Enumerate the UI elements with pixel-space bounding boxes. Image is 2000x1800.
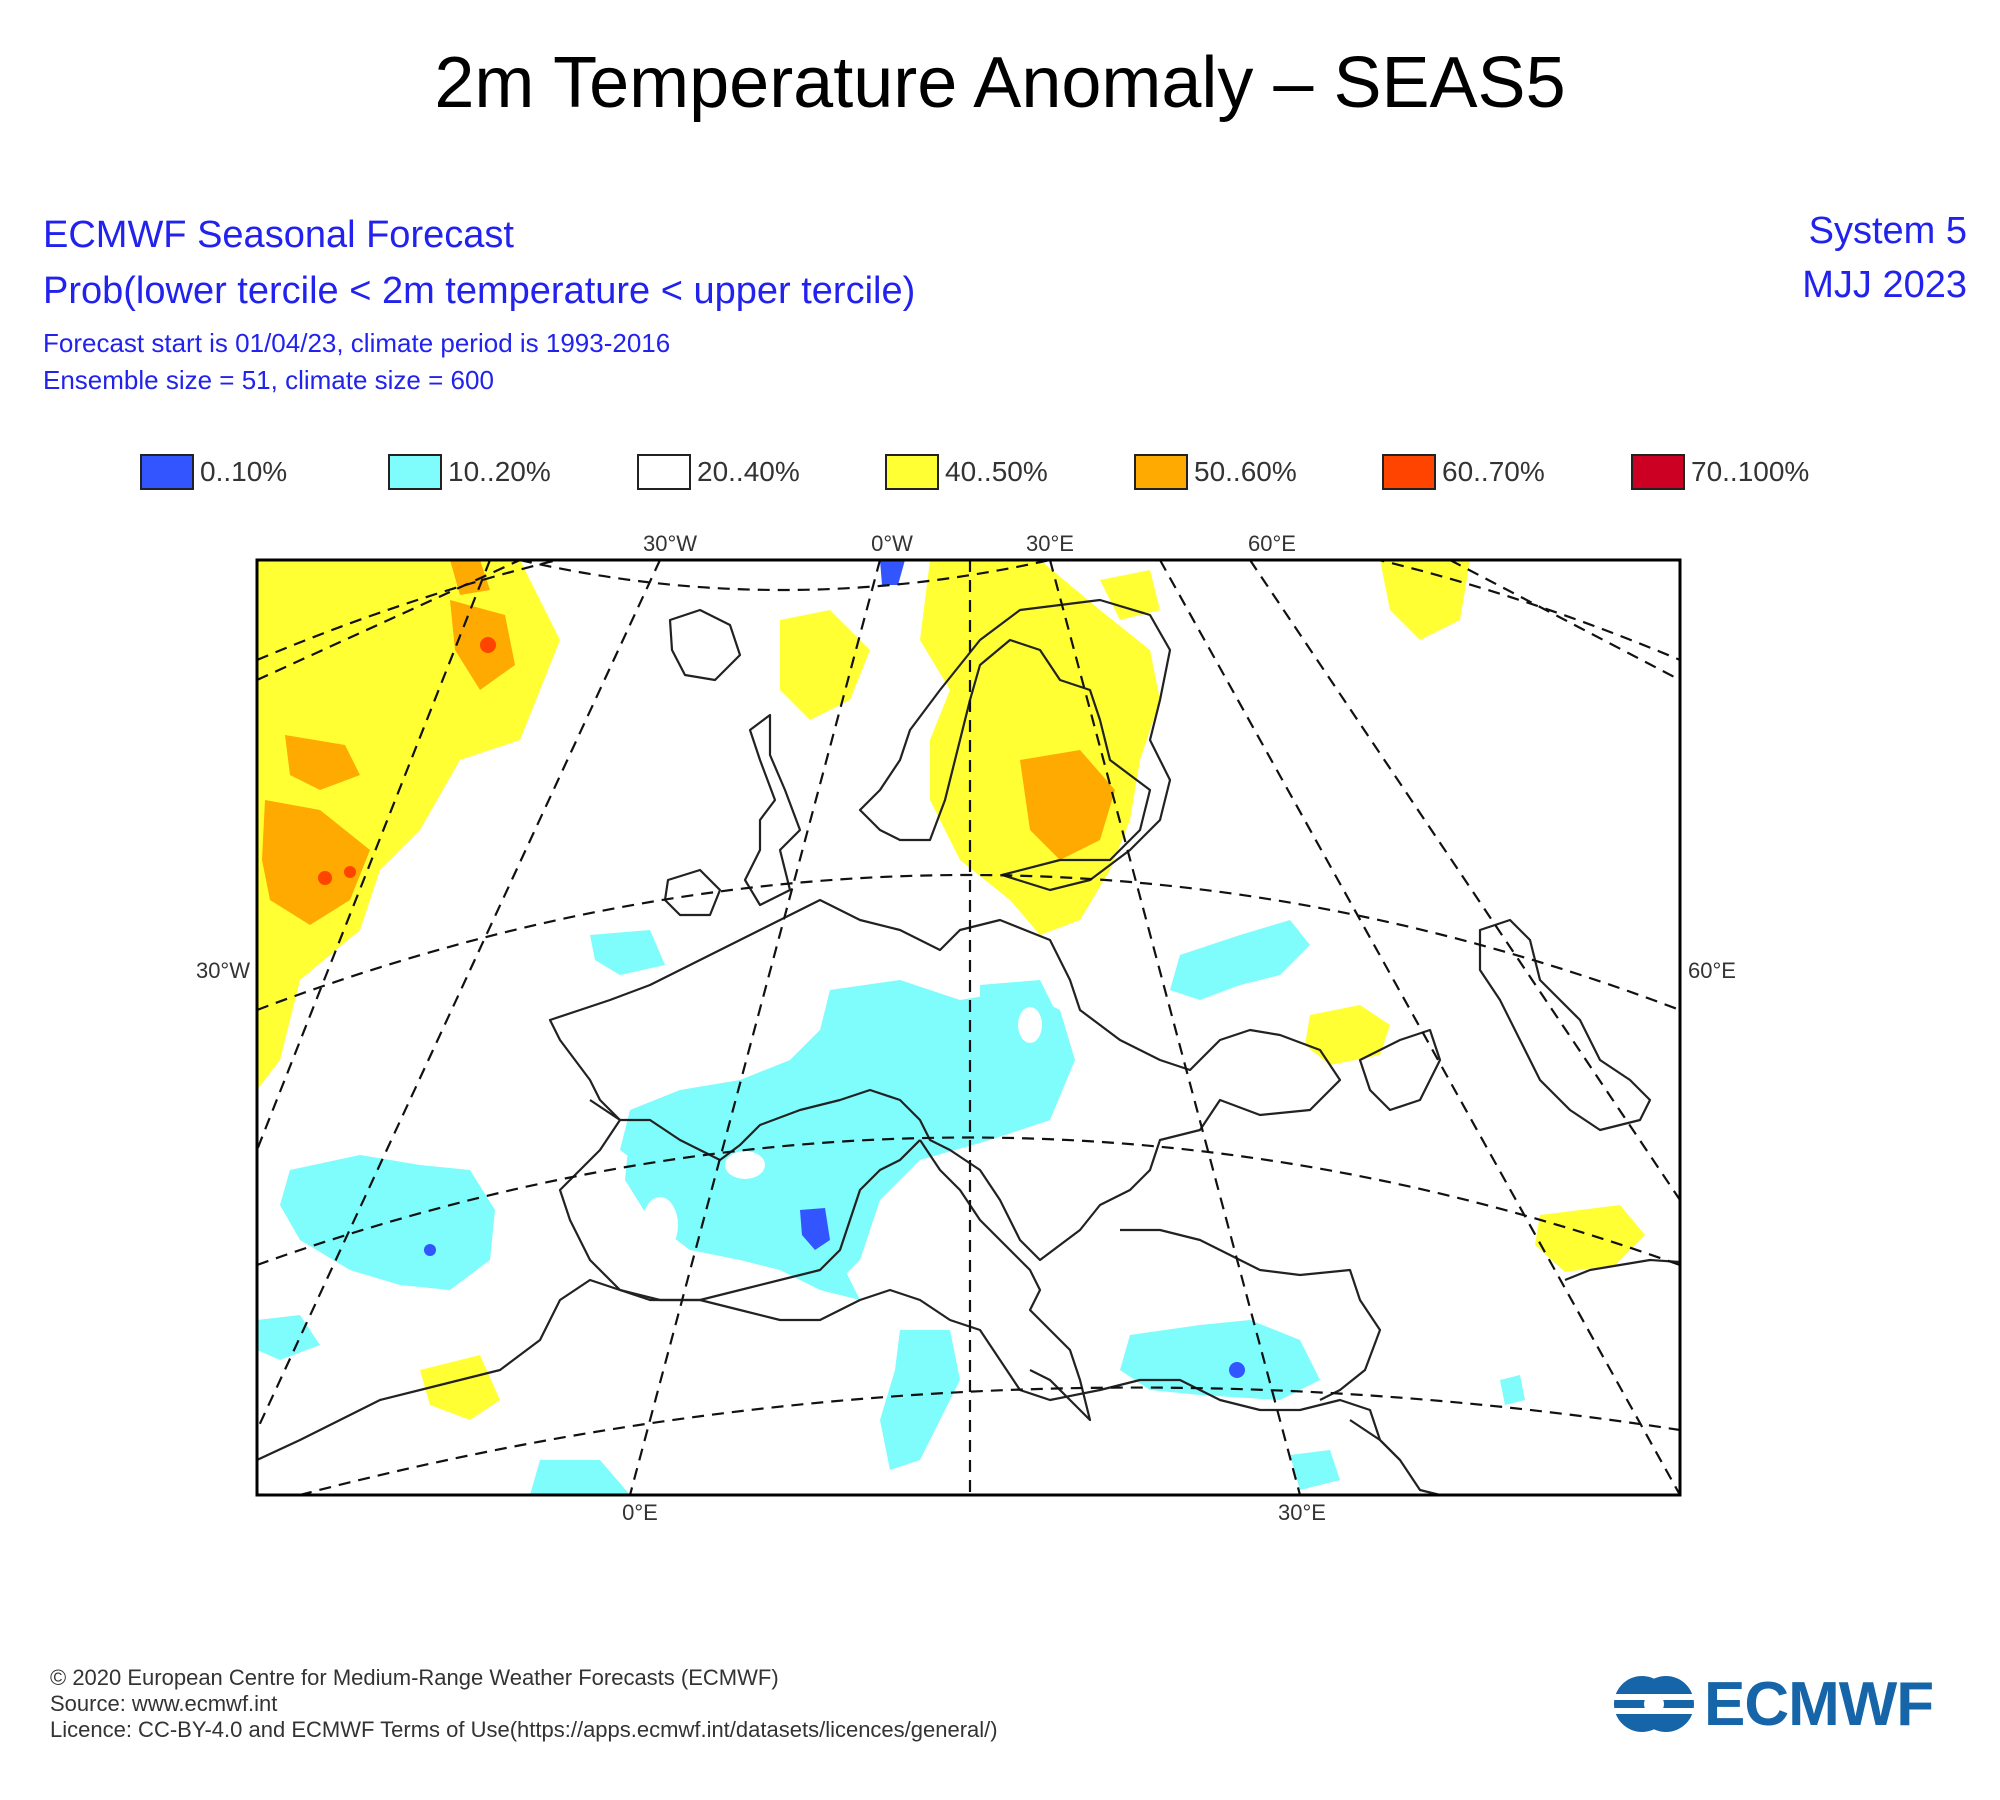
lon-label-top: 30°E: [1026, 531, 1074, 556]
logo-text: ECMWF: [1704, 1669, 1934, 1739]
legend-swatch: [1631, 454, 1685, 490]
legend-swatch: [388, 454, 442, 490]
legend-swatch: [637, 454, 691, 490]
forecast-title: ECMWF Seasonal Forecast: [43, 214, 514, 256]
legend-item: 20..40%: [637, 452, 800, 492]
ensemble-info: Ensemble size = 51, climate size = 600: [43, 365, 494, 395]
forecast-start-info: Forecast start is 01/04/23, climate peri…: [43, 328, 671, 358]
lon-label-right: 60°E: [1688, 958, 1736, 983]
footer-copyright: © 2020 European Centre for Medium-Range …: [50, 1665, 779, 1690]
legend-label: 40..50%: [945, 456, 1048, 487]
graticule: [257, 560, 1680, 1495]
legend-item: 10..20%: [388, 452, 551, 492]
shading-60-70: [318, 637, 496, 885]
map-axis-labels: 30°W 0°W 30°E 60°E 30°W 60°E 0°E 30°E: [196, 531, 1736, 1525]
legend-swatch: [140, 454, 194, 490]
lon-label-left: 30°W: [196, 958, 250, 983]
legend-label: 0..10%: [200, 456, 288, 487]
ecmwf-logo: ECMWF: [1612, 1670, 1962, 1739]
lon-label-top: 60°E: [1248, 531, 1296, 556]
legend-item: 60..70%: [1382, 452, 1545, 492]
legend-item: 0..10%: [140, 452, 287, 492]
lon-label-bottom: 30°E: [1278, 1500, 1326, 1525]
ecmwf-logo-icon: [1612, 1676, 1696, 1732]
coastlines: [257, 598, 1680, 1495]
lon-label-top: 30°W: [643, 531, 697, 556]
forecast-period: MJJ 2023: [1802, 264, 1967, 306]
legend-label: 70..100%: [1691, 456, 1810, 487]
legend-label: 10..20%: [448, 456, 551, 487]
color-legend: 0..10% 10..20% 20..40% 40..50% 50..60% 6…: [140, 452, 1840, 498]
lon-label-top: 0°W: [871, 531, 913, 556]
legend-label: 50..60%: [1194, 456, 1297, 487]
legend-swatch: [1382, 454, 1436, 490]
lon-label-bottom: 0°E: [622, 1500, 658, 1525]
footer-licence: Licence: CC-BY-4.0 and ECMWF Terms of Us…: [50, 1717, 998, 1742]
legend-label: 20..40%: [697, 456, 800, 487]
system-label: System 5: [1808, 210, 1967, 252]
shading-20-40: [642, 1007, 1042, 1253]
shading-0-10: [424, 560, 1245, 1378]
legend-item: 40..50%: [885, 452, 1048, 492]
page-title: 2m Temperature Anomaly – SEAS5: [434, 43, 1566, 123]
legend-swatch: [885, 454, 939, 490]
forecast-quantity: Prob(lower tercile < 2m temperature < up…: [43, 270, 916, 312]
map-content: [257, 560, 1680, 1495]
legend-item: 70..100%: [1631, 452, 1809, 492]
shading-40-50: [257, 560, 1645, 1420]
map-frame: [255, 558, 1682, 1497]
legend-swatch: [1134, 454, 1188, 490]
legend-label: 60..70%: [1442, 456, 1545, 487]
legend-item: 50..60%: [1134, 452, 1297, 492]
footer-source: Source: www.ecmwf.int: [50, 1691, 278, 1716]
